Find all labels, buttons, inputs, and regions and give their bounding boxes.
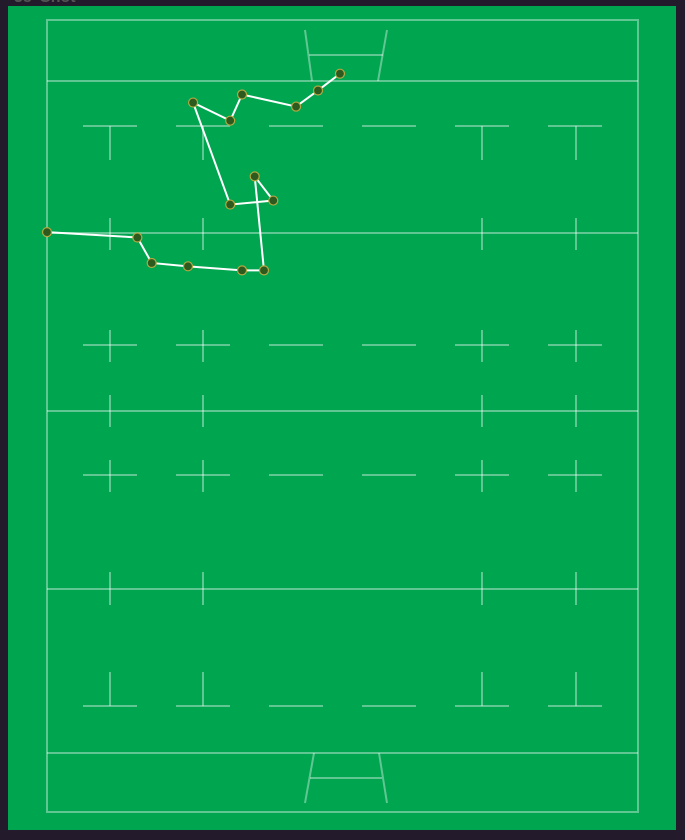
point: [290, 101, 302, 112]
point: [146, 257, 157, 269]
pitch-markings: [46, 19, 639, 813]
point: [225, 115, 236, 126]
point: [258, 265, 270, 276]
point: [268, 195, 279, 206]
point: [249, 171, 260, 182]
point: [182, 261, 194, 272]
point: [236, 89, 248, 100]
point: [132, 232, 143, 243]
point: [334, 68, 346, 79]
goal-post: [304, 752, 315, 804]
goal-post: [378, 752, 388, 804]
pitch-surface: [8, 6, 676, 830]
point: [225, 199, 236, 210]
goal-post: [304, 29, 313, 82]
point: [187, 97, 199, 108]
point: [41, 226, 53, 238]
chart-title: 38' Shot: [14, 0, 76, 6]
point: [236, 265, 248, 276]
boundary: [46, 19, 639, 813]
point: [312, 85, 324, 96]
goal-post: [377, 29, 388, 82]
